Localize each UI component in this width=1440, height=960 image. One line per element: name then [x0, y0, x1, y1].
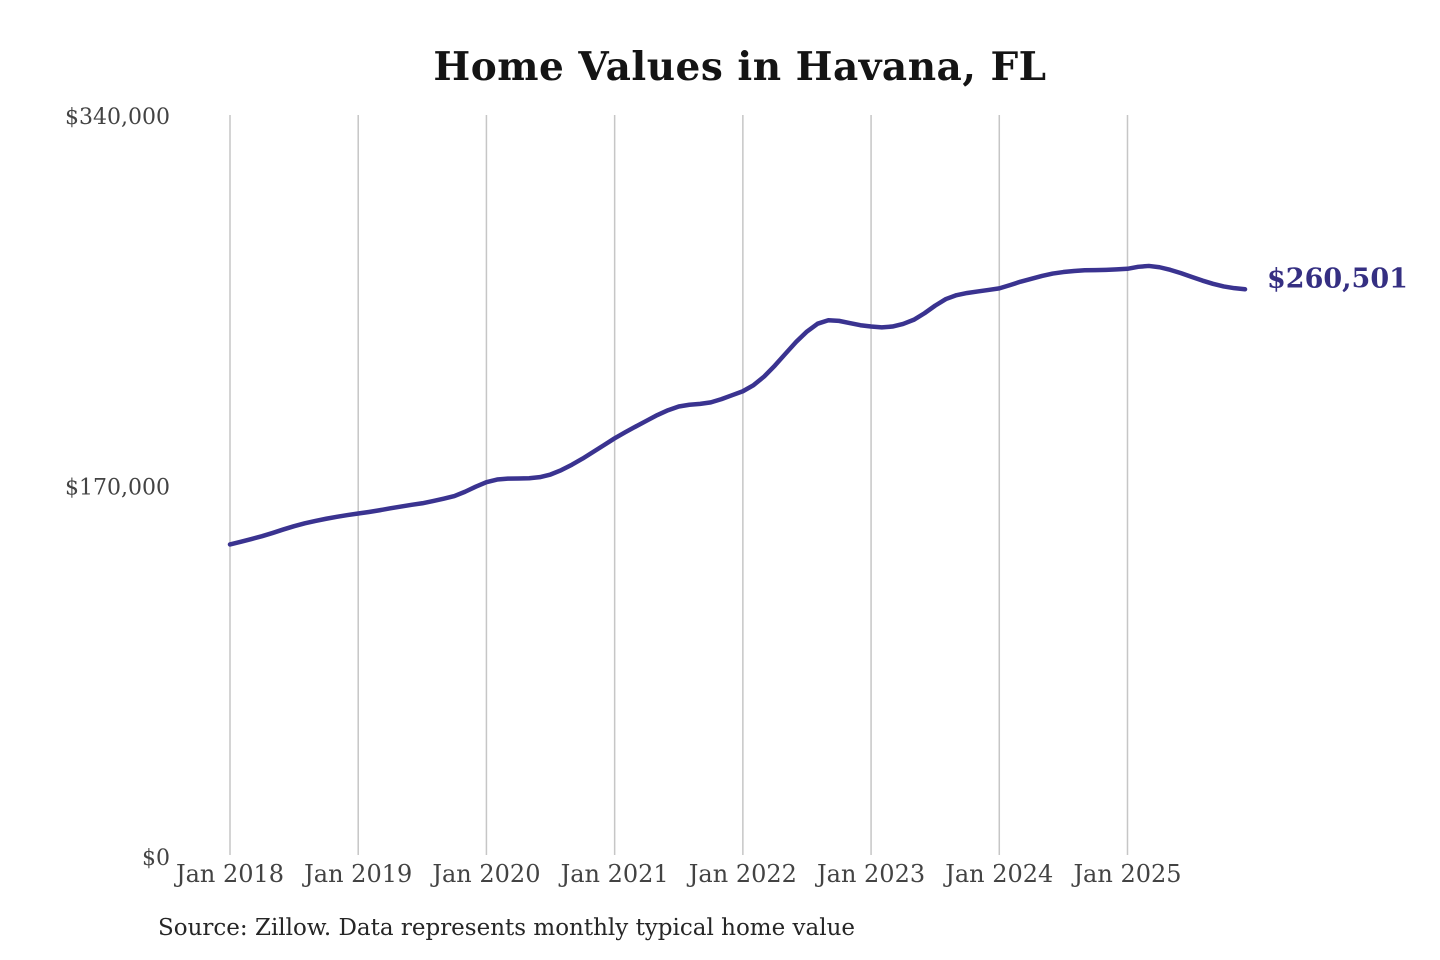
x-axis-tick-label: Jan 2019: [301, 860, 412, 888]
y-axis-tick-label: $170,000: [65, 476, 170, 501]
x-axis-tick-label: Jan 2020: [429, 860, 540, 888]
x-axis-tick-label: Jan 2022: [686, 860, 797, 888]
x-axis-tick-label: Jan 2024: [942, 860, 1053, 888]
y-axis-tick-label: $340,000: [65, 105, 170, 130]
source-note: Source: Zillow. Data represents monthly …: [158, 915, 856, 941]
x-axis-tick-label: Jan 2023: [814, 860, 925, 888]
x-axis-tick-label: Jan 2025: [1070, 860, 1181, 888]
y-axis-tick-label: $0: [142, 846, 170, 871]
x-axis-tick-label: Jan 2021: [558, 860, 669, 888]
x-axis-tick-label: Jan 2018: [173, 860, 284, 888]
chart-title: Home Values in Havana, FL: [433, 44, 1047, 90]
latest-value-label: $260,501: [1267, 263, 1408, 294]
home-value-series-line: [227, 263, 1248, 547]
